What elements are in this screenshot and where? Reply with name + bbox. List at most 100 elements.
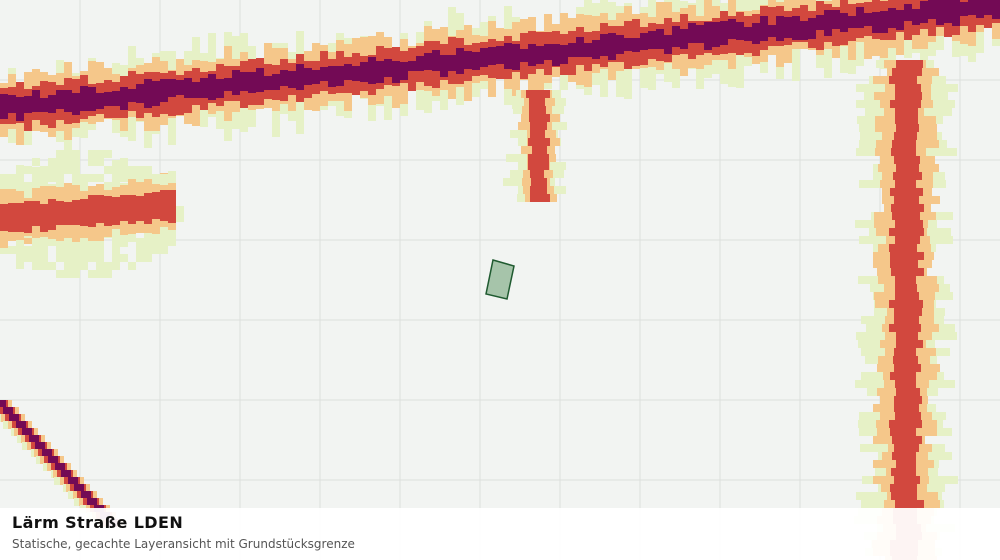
noise-cell [40, 246, 48, 254]
noise-cell [96, 174, 104, 182]
noise-cell [64, 254, 72, 262]
noise-cell [72, 174, 80, 182]
noise-cell [531, 178, 547, 186]
noise-cell [592, 40, 600, 59]
noise-cell [889, 244, 917, 252]
noise-cell [136, 174, 144, 182]
noise-cell [0, 174, 8, 182]
noise-cell [896, 164, 919, 172]
noise-cell [891, 204, 924, 212]
noise-cell [192, 82, 200, 98]
noise-cell [104, 92, 112, 106]
noise-cell [80, 182, 88, 190]
noise-cell [890, 484, 917, 492]
noise-cell [16, 421, 26, 429]
noise-cell [496, 46, 504, 64]
noise-cell [816, 15, 824, 30]
map-subtitle: Statische, gecachte Layeransicht mit Gru… [12, 537, 355, 551]
noise-cell [384, 59, 392, 77]
noise-cell [895, 412, 921, 420]
noise-cell [40, 98, 48, 112]
noise-cell [880, 11, 888, 33]
noise-cell [889, 300, 923, 308]
noise-cell [0, 400, 6, 408]
noise-cell [872, 12, 880, 33]
noise-cell [160, 79, 168, 102]
noise-cell [488, 47, 496, 65]
noise-cell [895, 380, 916, 388]
noise-cell [56, 150, 64, 158]
noise-cell [24, 96, 32, 113]
noise-cell [176, 206, 184, 214]
noise-cell [944, 0, 952, 23]
noise-cell [336, 66, 344, 86]
noise-cell [936, 0, 944, 25]
noise-cell [512, 44, 520, 70]
noise-cell [3, 407, 13, 415]
noise-cell [8, 246, 16, 254]
noise-cell [144, 174, 152, 182]
noise-cell [792, 16, 800, 40]
noise-cell [712, 22, 720, 47]
noise-cell [530, 122, 547, 130]
noise-cell [80, 86, 88, 111]
noise-cell [96, 254, 104, 262]
noise-cell [360, 62, 368, 82]
noise-cell [152, 81, 160, 106]
noise-cell [176, 214, 184, 222]
noise-cell [776, 16, 784, 41]
noise-cell [16, 97, 24, 121]
noise-cell [352, 66, 360, 81]
noise-cell [416, 56, 424, 71]
noise-cell [824, 10, 832, 36]
noise-cell [104, 166, 112, 174]
noise-cell [544, 44, 552, 60]
noise-cell [48, 238, 56, 246]
noise-cell [440, 55, 448, 77]
noise-cell [552, 44, 560, 66]
noise-cell [530, 194, 550, 202]
noise-cell [72, 246, 80, 254]
noise-cell [392, 61, 400, 83]
noise-cell [528, 138, 550, 146]
noise-cell [672, 26, 680, 47]
noise-cell [895, 92, 922, 100]
noise-cell [32, 174, 40, 182]
noise-cell [24, 190, 32, 198]
noise-cell [8, 203, 16, 232]
noise-cell [64, 202, 72, 225]
noise-cell [680, 29, 688, 49]
noise-cell [96, 270, 104, 278]
noise-cell [152, 174, 160, 182]
noise-cell [784, 17, 792, 38]
noise-cell [88, 174, 96, 182]
noise-cell [96, 150, 104, 158]
noise-cell [72, 262, 80, 270]
noise-cell [136, 166, 144, 174]
noise-cell [112, 246, 120, 254]
noise-cell [136, 246, 144, 254]
noise-cell [889, 228, 924, 236]
noise-cell [891, 268, 924, 276]
noise-cell [40, 204, 48, 232]
noise-cell [968, 0, 976, 32]
noise-cell [160, 246, 168, 254]
noise-cell [88, 150, 96, 158]
noise-cell [112, 91, 120, 106]
parcel-boundary[interactable] [485, 259, 515, 300]
noise-cell [48, 174, 56, 182]
noise-cell [928, 0, 936, 19]
noise-cell [56, 246, 64, 254]
noise-cell [68, 477, 78, 485]
noise-cell [920, 1, 928, 23]
noise-cell [22, 442, 30, 450]
noise-cell [88, 254, 96, 262]
noise-cell [128, 174, 136, 182]
noise-cell [64, 166, 72, 174]
noise-cell [432, 50, 440, 71]
noise-cell [894, 196, 919, 204]
noise-cell [120, 87, 128, 110]
noise-cell [400, 62, 408, 80]
